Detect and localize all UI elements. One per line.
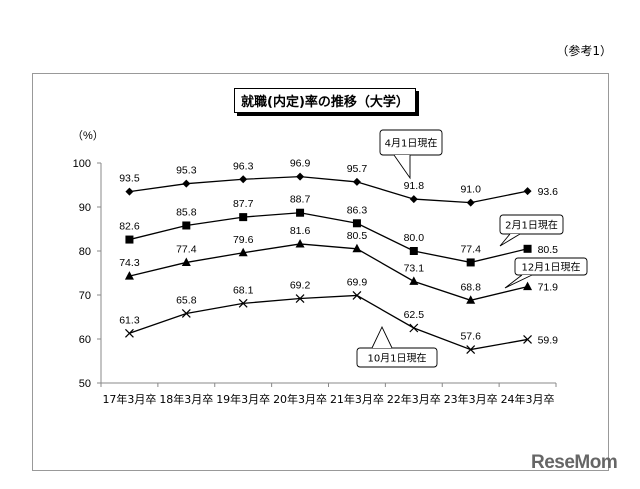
data-point [182, 179, 191, 188]
data-label: 93.6 [538, 186, 559, 198]
data-label: 71.9 [538, 282, 559, 294]
data-point [296, 172, 305, 181]
x-tick-label: 21年3月卒 [330, 392, 384, 406]
y-tick-label: 100 [73, 158, 91, 170]
data-point [181, 309, 191, 318]
data-point [295, 238, 305, 248]
data-point [409, 247, 418, 255]
data-label: 88.7 [290, 194, 311, 206]
data-point [523, 187, 532, 196]
data-label: 81.6 [290, 225, 311, 237]
data-point [181, 257, 191, 266]
x-tick-label: 24年3月卒 [501, 392, 555, 406]
data-label: 91.8 [404, 180, 425, 192]
x-tick-label: 18年3月卒 [159, 392, 213, 406]
x-tick-label: 23年3月卒 [444, 392, 498, 406]
data-point [352, 291, 362, 300]
callout-december-text: 12月1日現在 [521, 262, 580, 274]
callout-april [379, 129, 443, 156]
data-label: 69.9 [347, 276, 368, 288]
data-label: 86.3 [347, 204, 368, 216]
data-point [523, 335, 532, 344]
data-label: 95.7 [347, 163, 368, 175]
data-point [409, 323, 419, 333]
data-label: 77.4 [176, 243, 197, 255]
data-label: 82.6 [119, 221, 140, 233]
data-label: 68.8 [460, 281, 481, 293]
data-point [295, 294, 305, 303]
data-point [182, 221, 191, 230]
callout-october-text: 10月1日現在 [367, 353, 426, 365]
callout-april-text: 4月1日現在 [385, 138, 438, 150]
data-label: 74.3 [119, 257, 140, 269]
data-point [238, 298, 248, 308]
data-label: 87.7 [233, 198, 254, 210]
data-label: 96.9 [290, 158, 311, 170]
data-point [238, 247, 248, 257]
callout-february-text: 2月1日現在 [505, 220, 558, 232]
data-point [466, 198, 475, 207]
data-point [523, 244, 532, 253]
series-line [129, 294, 528, 351]
y-tick-label: 60 [79, 334, 91, 346]
data-label: 96.3 [233, 160, 254, 172]
data-label: 80.0 [404, 232, 425, 244]
series-line [129, 243, 528, 301]
data-point [466, 345, 476, 354]
data-point [352, 219, 361, 228]
data-point [239, 175, 248, 184]
y-axis-unit: （%） [72, 129, 104, 142]
callout-december [514, 257, 588, 276]
data-point [409, 276, 419, 285]
data-point [523, 281, 533, 291]
data-label: 65.8 [176, 294, 197, 306]
x-tick-label: 22年3月卒 [387, 392, 441, 406]
data-point [239, 213, 248, 222]
data-point [352, 177, 361, 186]
chart-frame [32, 73, 609, 471]
data-point [125, 328, 134, 338]
series-line [129, 212, 528, 264]
data-label: 69.2 [290, 280, 311, 292]
y-tick-label: 90 [79, 202, 91, 214]
x-tick-label: 20年3月卒 [273, 392, 327, 406]
data-point [125, 235, 134, 244]
resemom-logo: ReseMom [531, 452, 618, 473]
data-label: 95.3 [176, 165, 197, 177]
callout-february [499, 214, 564, 235]
x-tick-label: 19年3月卒 [216, 392, 270, 406]
data-label: 80.5 [347, 230, 368, 242]
data-point [409, 195, 418, 204]
data-point [124, 271, 134, 280]
y-tick-label: 50 [79, 378, 91, 390]
chart-title: 就職(内定)率の推移（大学） [234, 88, 416, 113]
x-tick-label: 17年3月卒 [102, 392, 156, 406]
series-line [129, 175, 528, 204]
y-tick-label: 80 [79, 246, 91, 258]
data-label: 61.3 [119, 314, 140, 326]
data-label: 57.6 [460, 331, 481, 343]
data-point [352, 243, 362, 253]
data-label: 80.5 [538, 244, 559, 256]
data-label: 73.1 [404, 262, 425, 274]
callout-october [356, 347, 438, 368]
data-point [466, 295, 476, 304]
data-point [466, 258, 475, 267]
data-point [125, 187, 134, 196]
data-point [296, 208, 305, 217]
y-tick-label: 70 [79, 290, 91, 302]
data-label: 91.0 [460, 184, 481, 196]
data-label: 62.5 [404, 309, 425, 321]
reference-label: （参考1） [556, 44, 612, 58]
data-label: 68.1 [233, 284, 254, 296]
data-label: 59.9 [538, 334, 559, 346]
data-label: 93.5 [119, 173, 140, 185]
data-label: 85.8 [176, 206, 197, 218]
data-label: 79.6 [233, 234, 254, 246]
data-label: 77.4 [460, 243, 481, 255]
